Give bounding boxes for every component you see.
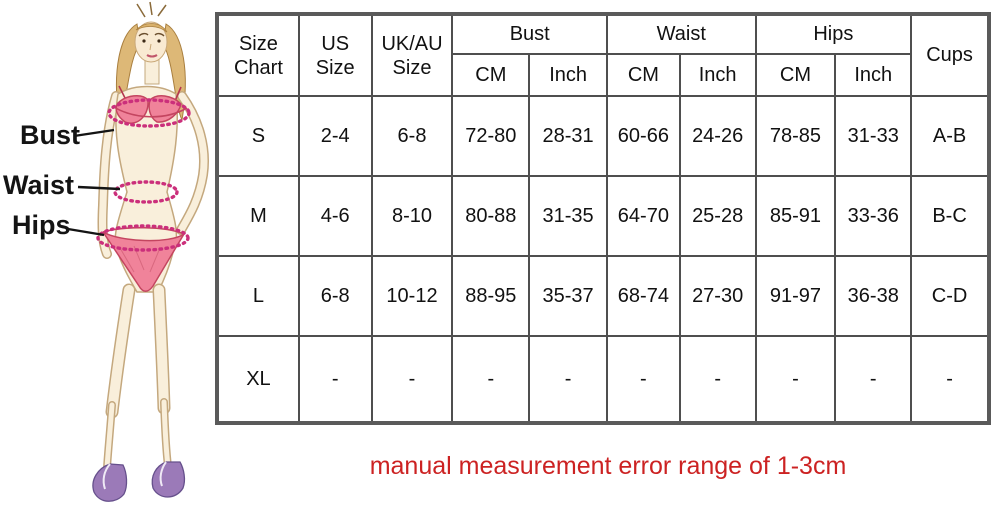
size-cell: S: [216, 95, 300, 177]
legs: [103, 283, 172, 472]
size-cell: L: [216, 255, 300, 337]
value-cell: -: [834, 335, 913, 424]
bust-measure-line: [107, 98, 191, 128]
value-cell: 25-28: [678, 175, 757, 257]
value-cell: 24-26: [678, 95, 757, 177]
value-cell: 31-35: [528, 175, 608, 257]
header-bust-inch: Inch: [528, 53, 608, 97]
hips-measure-line: [96, 224, 190, 252]
value-cell: -: [528, 335, 608, 424]
value-cell: 4-6: [297, 175, 373, 257]
value-cell: 88-95: [451, 255, 531, 337]
table-row-s: S 2-4 6-8 72-80 28-31 60-66 24-26 78-85 …: [216, 95, 990, 177]
header-cups: Cups: [910, 13, 990, 97]
header-bust-cm: CM: [451, 53, 531, 97]
value-cell: 2-4: [297, 95, 373, 177]
value-cell: 64-70: [606, 175, 681, 257]
header-bust-group: Bust: [451, 13, 608, 55]
value-cell: A-B: [910, 95, 990, 177]
value-cell: 36-38: [834, 255, 913, 337]
value-cell: -: [297, 335, 373, 424]
value-cell: 33-36: [834, 175, 913, 257]
value-cell: -: [678, 335, 757, 424]
value-cell: 78-85: [754, 95, 837, 177]
header-waist-cm: CM: [606, 53, 681, 97]
bust-label: Bust: [20, 120, 80, 150]
value-cell: 72-80: [451, 95, 531, 177]
value-cell: 27-30: [678, 255, 757, 337]
value-cell: C-D: [910, 255, 990, 337]
size-cell: M: [216, 175, 300, 257]
value-cell: 91-97: [754, 255, 837, 337]
value-cell: 31-33: [834, 95, 913, 177]
table-row-m: M 4-6 8-10 80-88 31-35 64-70 25-28 85-91…: [216, 175, 990, 257]
waist-label: Waist: [3, 170, 75, 200]
value-cell: 68-74: [606, 255, 681, 337]
header-hips-group: Hips: [754, 13, 913, 55]
value-cell: 10-12: [370, 255, 454, 337]
value-cell: 28-31: [528, 95, 608, 177]
header-group-row: Size Chart US Size UK/AU Size Bust Waist…: [216, 13, 990, 97]
value-cell: 35-37: [528, 255, 608, 337]
table-row-xl: XL - - - - - - - - -: [216, 335, 990, 424]
header-unit-row: CM Inch CM Inch CM Inch: [217, 53, 989, 97]
value-cell: -: [370, 335, 454, 424]
table-row-l: L 6-8 10-12 88-95 35-37 68-74 27-30 91-9…: [216, 255, 990, 337]
header-us-size: US Size: [297, 13, 373, 97]
header-waist-group: Waist: [606, 13, 757, 55]
header-ukau-size: UK/AU Size: [370, 13, 454, 97]
value-cell: 6-8: [297, 255, 373, 337]
hips-label: Hips: [12, 210, 71, 240]
value-cell: 60-66: [606, 95, 681, 177]
figure-illustration-area: Bust Waist Hips: [0, 0, 215, 524]
header-waist-inch: Inch: [678, 53, 757, 97]
header-size-chart: Size Chart: [216, 13, 300, 97]
head: [134, 21, 168, 63]
value-cell: 6-8: [370, 95, 454, 177]
header-hips-inch: Inch: [834, 53, 913, 97]
measurement-error-note: manual measurement error range of 1-3cm: [369, 452, 847, 480]
size-cell: XL: [216, 335, 300, 424]
shoes: [92, 461, 186, 502]
arms: [97, 91, 209, 259]
value-cell: -: [451, 335, 531, 424]
waist-measure-line: [113, 180, 179, 204]
value-cell: B-C: [910, 175, 990, 257]
value-cell: -: [754, 335, 837, 424]
label-pointer-lines: [67, 128, 121, 237]
woman-bikini-sketch-illustration: [67, 1, 209, 502]
header-hips-cm: CM: [754, 53, 837, 97]
size-chart-table: Size Chart US Size UK/AU Size Bust Waist…: [215, 12, 991, 425]
value-cell: -: [910, 335, 990, 424]
value-cell: -: [606, 335, 681, 424]
value-cell: 80-88: [451, 175, 531, 257]
value-cell: 8-10: [370, 175, 454, 257]
value-cell: 85-91: [754, 175, 837, 257]
